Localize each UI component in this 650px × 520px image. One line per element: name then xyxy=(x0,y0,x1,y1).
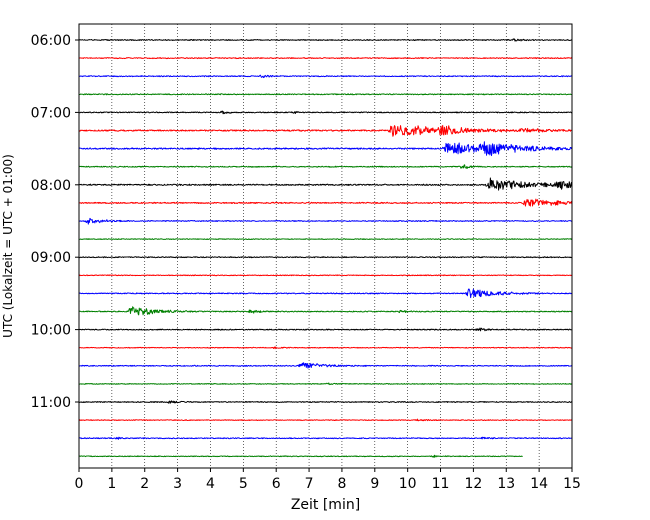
seismogram-trace-0600 xyxy=(78,38,573,42)
plot-frame xyxy=(78,23,573,469)
seismogram-trace-0915 xyxy=(78,274,573,277)
seismogram-trace-0630 xyxy=(78,74,573,79)
seismogram-trace-0730 xyxy=(78,141,573,157)
y-axis-label: UTC (Lokalzeit = UTC + 01:00) xyxy=(1,154,15,338)
x-tick-label: 2 xyxy=(140,476,149,492)
x-tick-label: 5 xyxy=(239,476,248,492)
y-tick-label: 06:00 xyxy=(31,33,71,49)
seismogram-trace-1115 xyxy=(78,418,573,422)
x-tick-label: 7 xyxy=(305,476,314,492)
seismogram-trace-1015 xyxy=(78,346,573,350)
x-tick-label: 1 xyxy=(107,476,116,492)
seismogram-trace-1045 xyxy=(78,382,573,386)
seismogram-trace-0800 xyxy=(78,177,573,191)
x-tick-label: 4 xyxy=(206,476,215,492)
x-tick-label: 11 xyxy=(432,476,450,492)
seismogram-trace-1145 xyxy=(78,454,523,458)
seismogram-trace-1100 xyxy=(78,400,573,404)
seismogram-trace-0645 xyxy=(78,93,573,96)
grid xyxy=(111,24,540,468)
seismogram-trace-0930 xyxy=(78,288,572,299)
seismogram-trace-0700 xyxy=(78,110,573,115)
seismogram-trace-0945 xyxy=(78,306,573,316)
x-tick-label: 12 xyxy=(464,476,482,492)
seismogram-trace-0745 xyxy=(78,164,573,169)
seismogram-trace-1000 xyxy=(78,327,573,332)
y-tick-label: 09:00 xyxy=(31,250,71,266)
seismogram-trace-0815 xyxy=(78,198,573,207)
x-axis-label: Zeit [min] xyxy=(291,497,360,513)
x-tick-label: 6 xyxy=(272,476,281,492)
x-tick-label: 10 xyxy=(399,476,417,492)
x-tick-label: 3 xyxy=(173,476,182,492)
x-tick-label: 13 xyxy=(497,476,515,492)
seismogram-traces xyxy=(78,38,573,458)
x-tick-label: 0 xyxy=(75,476,84,492)
seismogram-trace-0715 xyxy=(78,124,573,137)
x-axis: 0 1 2 3 4 5 6 7 8 9 10 11 12 13 14 15 xyxy=(75,468,581,492)
y-axis: 06:00 07:00 08:00 09:00 10:00 11:00 xyxy=(31,33,79,411)
y-tick-label: 11:00 xyxy=(31,395,71,411)
x-tick-label: 8 xyxy=(337,476,346,492)
seismogram-trace-1030 xyxy=(78,362,573,369)
y-tick-label: 07:00 xyxy=(31,105,71,121)
seismogram-trace-0845 xyxy=(78,238,573,241)
seismogram-trace-1130 xyxy=(78,436,573,440)
x-tick-label: 14 xyxy=(530,476,548,492)
y-tick-label: 08:00 xyxy=(31,178,71,194)
y-tick-label: 10:00 xyxy=(31,323,71,339)
x-tick-label: 9 xyxy=(370,476,379,492)
seismogram-trace-0830 xyxy=(78,217,573,225)
seismogram-trace-0900 xyxy=(78,256,573,259)
x-tick-label: 15 xyxy=(563,476,581,492)
seismogram-trace-0615 xyxy=(78,57,573,60)
